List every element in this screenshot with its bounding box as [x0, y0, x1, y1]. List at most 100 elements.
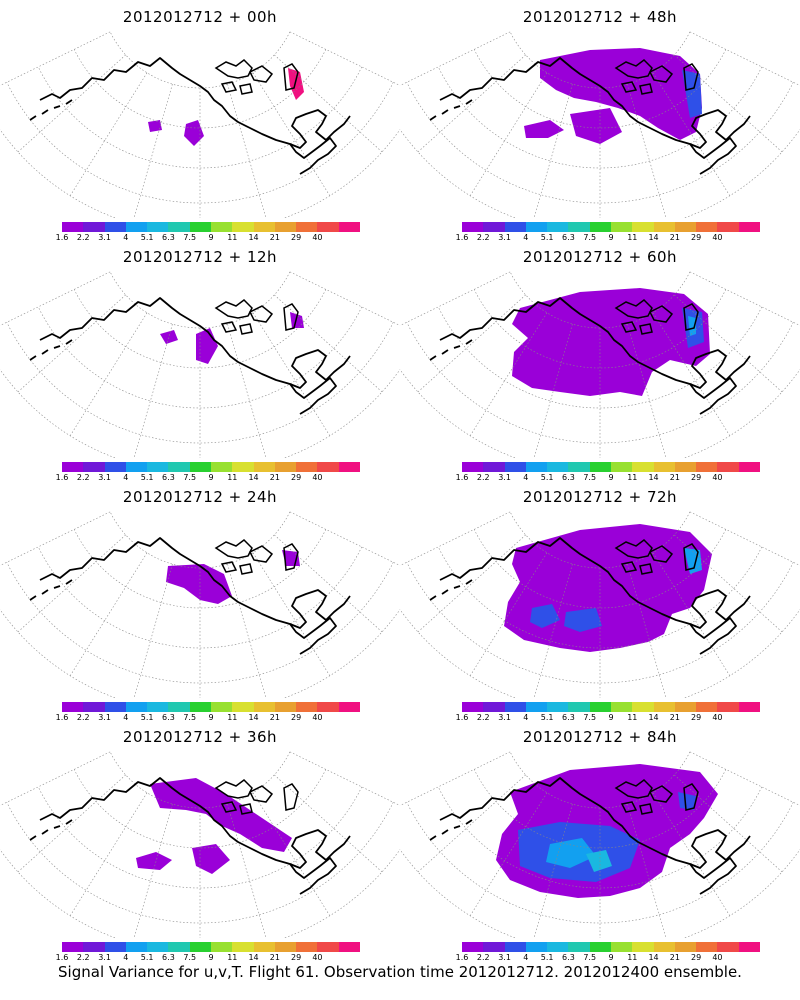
colorbar-segment [317, 462, 340, 472]
map-panel: 2012012712 + 36h 1.6 2.2 3.1 4 5.1 6.3 7.5 9 11 14… [0, 720, 400, 962]
parallel [473, 49, 727, 129]
variance-region [160, 330, 178, 344]
colorbar-segment [211, 222, 233, 232]
colorbar-segment [632, 462, 655, 472]
meridian [417, 54, 526, 153]
colorbar-label: 40 [712, 713, 723, 722]
meridian [289, 511, 400, 566]
colorbar-label: 9 [208, 473, 214, 482]
colorbar-label: 2.2 [76, 953, 90, 962]
coastline [29, 339, 73, 361]
arctic-island [648, 305, 674, 323]
colorbar-label: 3.1 [498, 233, 511, 242]
colorbar-label: 11 [627, 953, 638, 962]
colorbar-label: 1.6 [455, 233, 469, 242]
colorbar-label: 9 [608, 953, 614, 962]
colorbar-label: 3.1 [498, 713, 511, 722]
colorbar-label: 5.1 [540, 713, 554, 722]
colorbar-label: 9 [208, 233, 214, 242]
colorbar-segment [253, 222, 276, 232]
colorbar-label: 7.5 [183, 233, 197, 242]
colorbar-segment [125, 462, 148, 472]
colorbar-segment [653, 222, 676, 232]
colorbar-segment [338, 942, 361, 952]
coastline [39, 57, 351, 149]
colorbar-segment [674, 942, 697, 952]
coastline [439, 777, 751, 869]
colorbar-segment [462, 222, 484, 232]
colorbar-segment [211, 462, 233, 472]
colorbar-label: 3.1 [98, 953, 111, 962]
meridian [400, 511, 511, 566]
colorbar-segment [568, 942, 591, 952]
colorbar-segment [462, 942, 484, 952]
colorbar-segment [253, 942, 276, 952]
colorbar-label: 29 [291, 473, 302, 482]
colorbar-label: 2.2 [76, 473, 90, 482]
colorbar-segment [674, 222, 697, 232]
meridian [400, 751, 511, 806]
colorbar-segment [547, 702, 569, 712]
parallel [473, 769, 727, 849]
colorbar-segment [168, 462, 191, 472]
colorbar-label: 40 [312, 953, 323, 962]
colorbar-segment [568, 702, 591, 712]
parallel [473, 289, 727, 369]
coastline [439, 297, 751, 389]
colorbar-label: 4 [123, 953, 129, 962]
meridian [0, 511, 111, 566]
colorbar-label: 6.3 [162, 953, 175, 962]
colorbar-label: 7.5 [183, 473, 197, 482]
colorbar-label: 7.5 [183, 953, 197, 962]
colorbar-label: 21 [269, 233, 280, 242]
colorbar-label: 29 [291, 713, 302, 722]
coastline [29, 579, 73, 601]
map-panel: 2012012712 + 72h 1.6 2.2 3.1 4 5.1 6.3 7.5 9 11 14… [400, 480, 800, 722]
arctic-island [239, 83, 253, 95]
figure-caption: Signal Variance for u,v,T. Flight 61. Ob… [58, 963, 742, 981]
coastline [39, 537, 351, 629]
colorbar-segment [589, 222, 612, 232]
parallel [473, 529, 727, 609]
colorbar-segment [274, 462, 297, 472]
meridian [289, 751, 400, 806]
meridian [69, 552, 148, 676]
colorbar-label: 2.2 [476, 473, 490, 482]
colorbar-label: 5.1 [540, 233, 554, 242]
colorbar: 1.6 2.2 3.1 4 5.1 6.3 7.5 9 11 14 21 29 40 [456, 462, 761, 482]
panel-title: 2012012712 + 84h [522, 728, 678, 746]
parallel [37, 786, 363, 889]
arctic-island [283, 63, 299, 91]
colorbar-segment [632, 702, 655, 712]
meridian [289, 31, 400, 86]
colorbar-segment [568, 462, 591, 472]
colorbar-segment [125, 942, 148, 952]
colorbar-label: 7.5 [583, 233, 597, 242]
colorbar-label: 21 [669, 473, 680, 482]
colorbar-label: 1.6 [455, 473, 469, 482]
parallel [73, 49, 327, 129]
colorbar-label: 6.3 [162, 473, 175, 482]
colorbar-label: 14 [248, 473, 259, 482]
parallel [37, 66, 363, 169]
colorbar-label: 6.3 [162, 233, 175, 242]
colorbar-label: 2.2 [476, 233, 490, 242]
colorbar-label: 11 [627, 473, 638, 482]
colorbar-label: 1.6 [55, 233, 69, 242]
coastline [39, 777, 351, 869]
coastline [689, 137, 737, 175]
colorbar-label: 14 [248, 233, 259, 242]
arctic-island [614, 779, 653, 799]
colorbar-label: 29 [291, 953, 302, 962]
arctic-island [220, 561, 238, 573]
colorbar-segment [589, 462, 612, 472]
variance-region [524, 120, 564, 138]
colorbar-label: 5.1 [140, 953, 154, 962]
colorbar-label: 11 [227, 953, 238, 962]
colorbar-label: 11 [227, 473, 238, 482]
arctic-island [639, 83, 653, 95]
coastline [29, 99, 73, 121]
colorbar-label: 1.6 [55, 713, 69, 722]
colorbar-label: 40 [712, 473, 723, 482]
colorbar-label: 14 [648, 953, 659, 962]
